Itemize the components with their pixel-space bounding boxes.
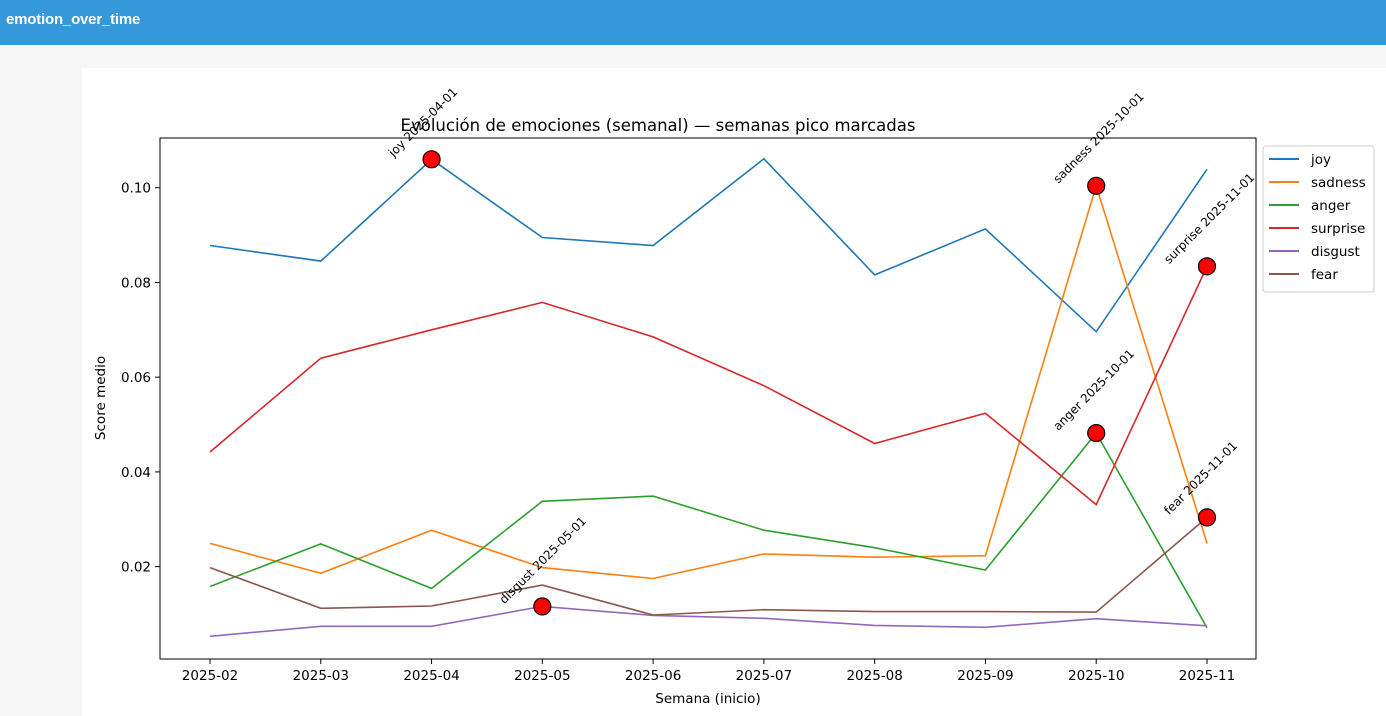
series-line-surprise: [209, 266, 1208, 506]
series-line-anger: [209, 431, 1208, 629]
peak-marker: [1197, 257, 1217, 276]
y-axis-label: Score medio: [93, 356, 109, 440]
chart-figure: joy 2025-04-01 disgust 2025-05-01 sadness …: [82, 68, 1386, 716]
legend-label-surprise: surprise: [1311, 221, 1365, 237]
x-tick-label: 2025-08: [846, 668, 902, 684]
y-tick-label: 0.02: [121, 560, 151, 576]
x-tick-label: 2025-03: [293, 668, 349, 684]
x-tick-label: 2025-11: [1179, 668, 1235, 684]
legend-label-joy: joy: [1310, 152, 1331, 168]
peak-markers: [422, 150, 1217, 616]
app-title: emotion_over_time: [6, 11, 141, 28]
x-tick-label: 2025-07: [736, 668, 792, 684]
legend-label-fear: fear: [1311, 267, 1338, 283]
y-tick-label: 0.06: [121, 370, 151, 386]
legend: joy sadness anger surprise disgust fear: [1262, 145, 1375, 293]
series-lines: [209, 157, 1208, 638]
y-axis: 0.02 0.04 0.06 0.08 0.10: [121, 181, 160, 576]
series-line-disgust: [209, 605, 1208, 638]
plot-area: [160, 138, 1256, 659]
x-tick-label: 2025-05: [514, 668, 570, 684]
peak-marker: [1087, 176, 1106, 195]
series-line-sadness: [209, 183, 1208, 580]
legend-label-sadness: sadness: [1311, 175, 1366, 191]
x-axis: 2025-02 2025-03 2025-04 2025-05 2025-06 2025-…: [182, 659, 1235, 684]
legend-label-disgust: disgust: [1311, 244, 1360, 260]
x-tick-label: 2025-09: [957, 668, 1013, 684]
x-tick-label: 2025-02: [182, 668, 238, 684]
series-line-fear: [209, 516, 1208, 616]
peak-marker: [1197, 508, 1217, 527]
x-tick-label: 2025-06: [625, 668, 681, 684]
chart-title: Evolución de emociones (semanal) — seman…: [401, 116, 916, 135]
peak-marker: [533, 597, 552, 616]
series-line-joy: [209, 157, 1208, 333]
app-header: emotion_over_time: [0, 0, 1386, 45]
y-tick-label: 0.08: [121, 275, 151, 291]
y-tick-label: 0.10: [121, 181, 151, 197]
peak-marker: [1087, 423, 1106, 443]
x-tick-label: 2025-04: [403, 668, 459, 684]
x-axis-label: Semana (inicio): [655, 691, 760, 707]
plot-frame: [159, 137, 1257, 660]
x-tick-label: 2025-10: [1068, 668, 1124, 684]
legend-label-anger: anger: [1311, 198, 1351, 214]
peak-marker: [422, 150, 441, 169]
y-tick-label: 0.04: [121, 465, 151, 481]
